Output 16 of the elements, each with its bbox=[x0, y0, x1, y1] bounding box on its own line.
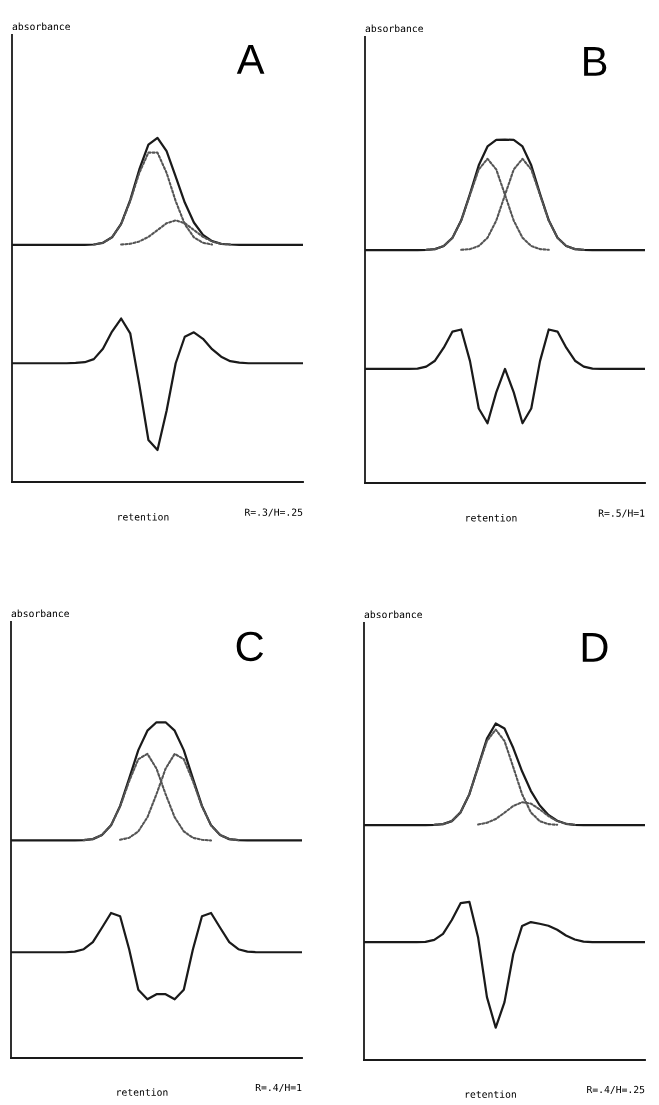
x-axis-title: retention bbox=[118, 513, 169, 521]
text: absorbance bbox=[11, 609, 69, 618]
x-axis-title: retention bbox=[465, 1090, 516, 1098]
x-axis-title: retention bbox=[117, 1088, 168, 1096]
x-axis-title: retention bbox=[466, 513, 517, 522]
text: absorbance bbox=[364, 610, 422, 619]
text: R=.3/H=.25 bbox=[245, 508, 303, 517]
text: R=.4/H=1 bbox=[255, 1083, 302, 1092]
text: absorbance bbox=[12, 22, 70, 31]
text: absorbance bbox=[365, 24, 423, 33]
text: D bbox=[582, 633, 608, 662]
text: C bbox=[236, 631, 264, 662]
text: B bbox=[584, 47, 607, 76]
text: R=.4/H=.25 bbox=[587, 1085, 645, 1094]
text: R=.5/H=1 bbox=[598, 509, 645, 518]
text: A bbox=[236, 45, 265, 74]
